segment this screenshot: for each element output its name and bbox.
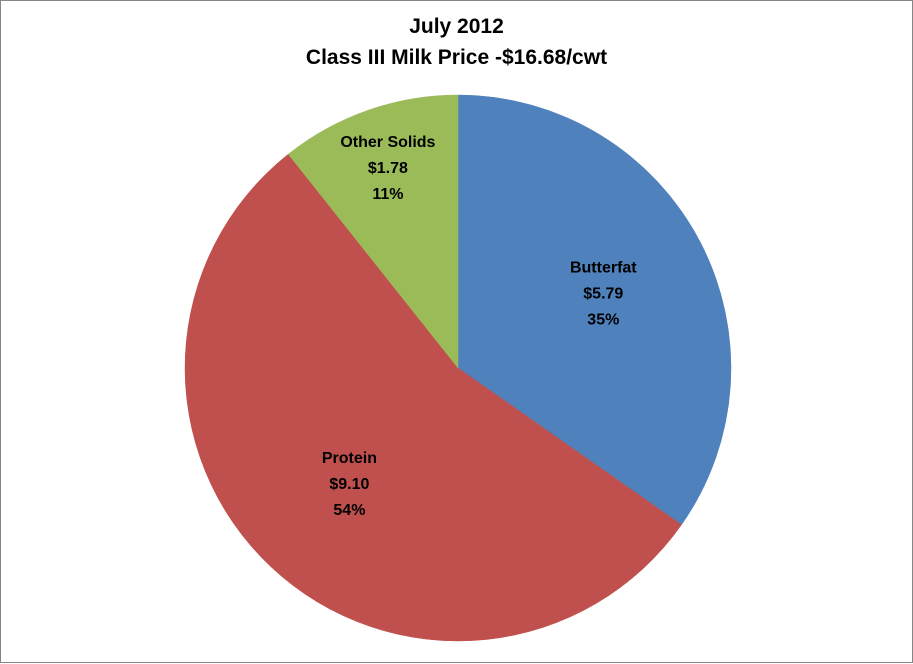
- pie-slices: [184, 94, 732, 642]
- slice-label-name-protein: Protein: [322, 450, 377, 467]
- slice-label-percent-protein: 54%: [333, 502, 365, 519]
- slice-label-name-other-solids: Other Solids: [340, 134, 435, 151]
- slice-label-value-other-solids: $1.78: [368, 160, 408, 177]
- slice-label-percent-other-solids: 11%: [372, 186, 403, 203]
- pie-labels: Butterfat $5.79 35% Protein $9.10 54% Other So…: [322, 134, 637, 519]
- chart-title-block: July 2012 Class III Milk Price -$16.68/c…: [1, 11, 912, 73]
- pie-slice-butterfat: [457, 94, 732, 526]
- slice-label-percent-butterfat: 35%: [587, 311, 619, 328]
- slice-label-value-protein: $9.10: [329, 476, 369, 493]
- slice-label-name-butterfat: Butterfat: [570, 259, 637, 276]
- pie-slice-other-solids: [287, 94, 459, 369]
- chart-subtitle: Class III Milk Price -$16.68/cwt: [305, 46, 608, 69]
- slice-label-value-butterfat: $5.79: [583, 285, 623, 302]
- chart-title: July 2012: [409, 15, 504, 38]
- pie-slice-protein: [184, 153, 682, 642]
